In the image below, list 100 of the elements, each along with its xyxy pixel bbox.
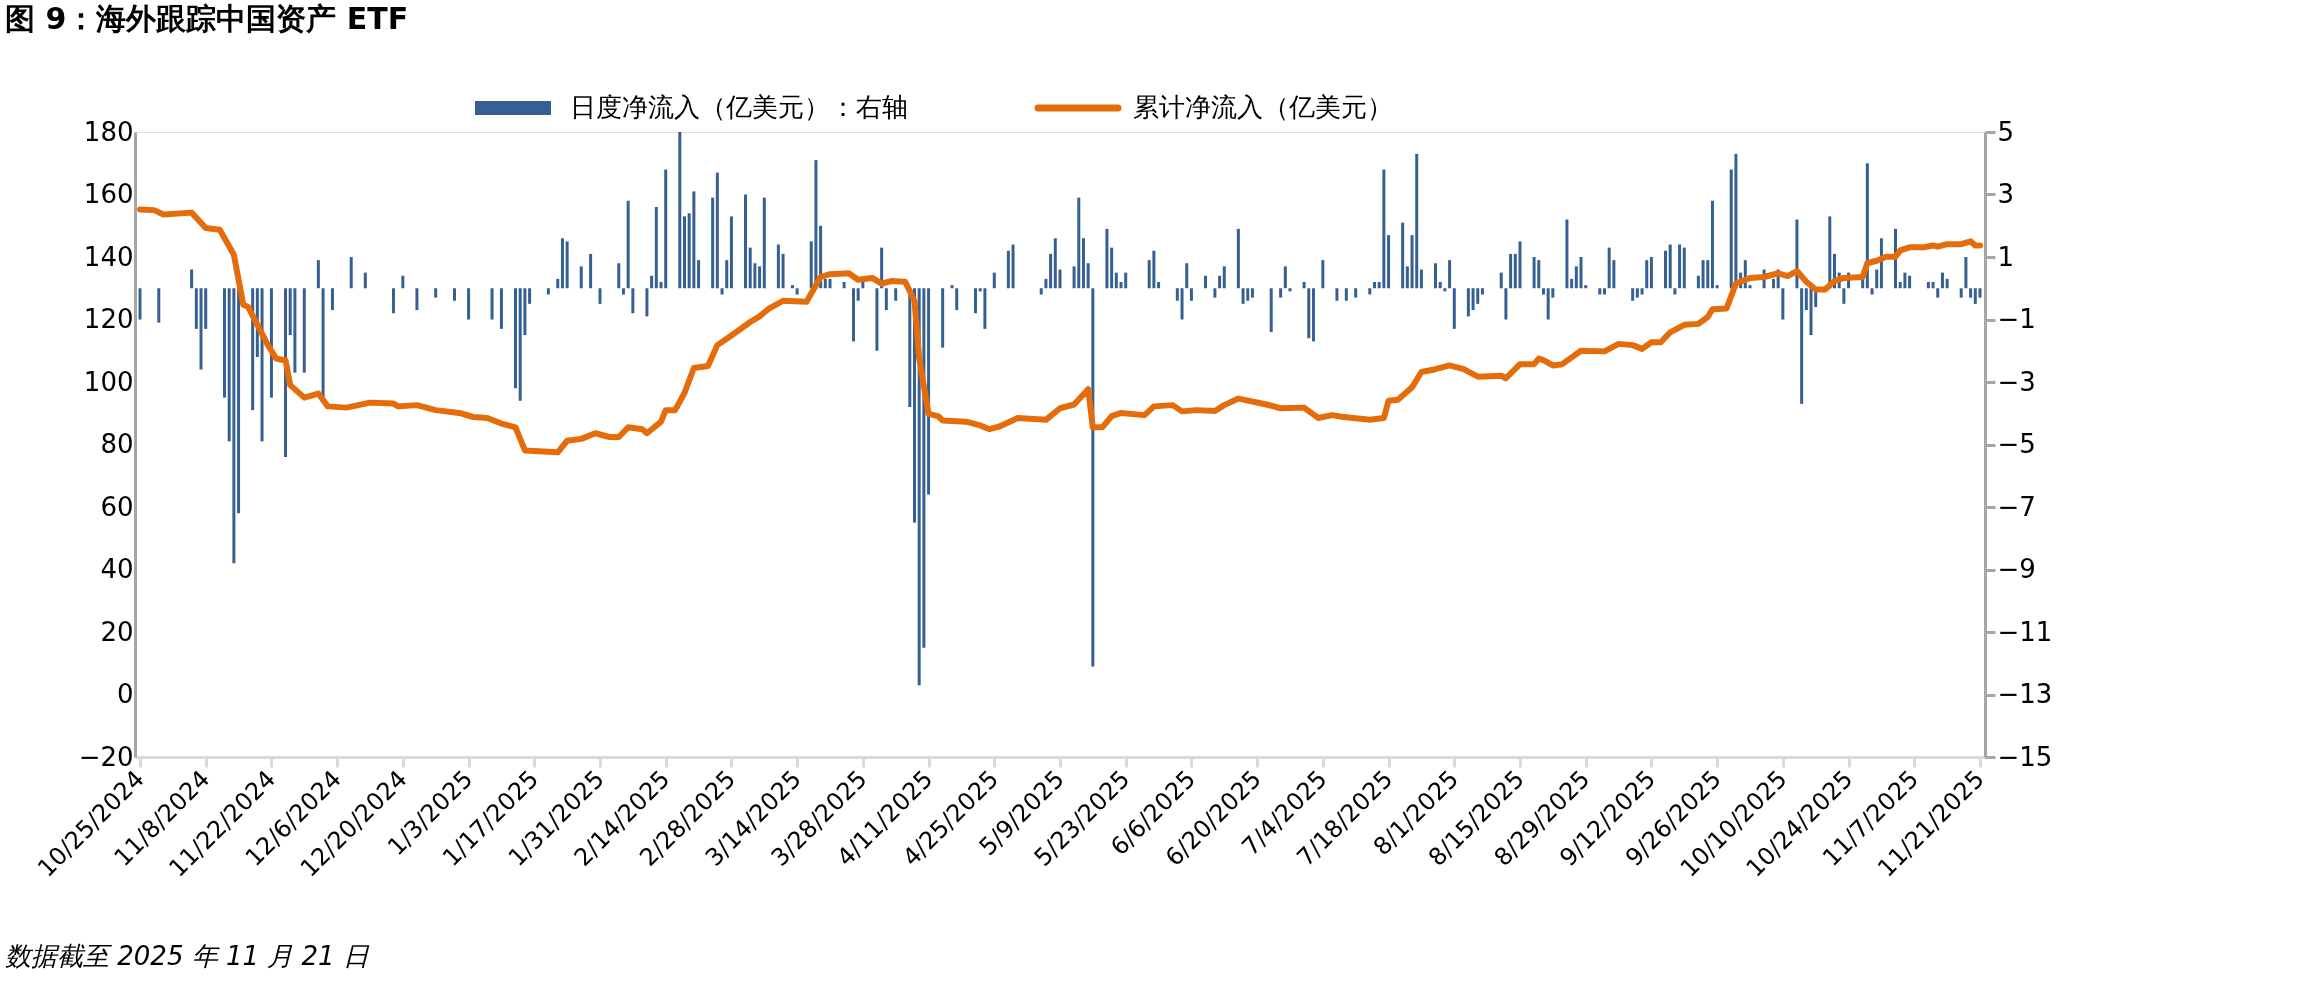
bar [927, 288, 931, 495]
bar [1678, 244, 1682, 289]
bar [1940, 272, 1944, 289]
bar [1189, 288, 1193, 301]
bar [1607, 247, 1611, 289]
bar [1250, 288, 1254, 298]
bar [781, 253, 785, 289]
bar [1781, 288, 1785, 320]
bar [725, 260, 729, 289]
bar [1748, 285, 1752, 289]
bar [237, 288, 241, 514]
bar [626, 200, 630, 289]
bar [598, 288, 602, 304]
text: 数据截至 2025 年 11 月 21 日 [5, 941, 370, 971]
bar [293, 288, 297, 373]
bar [617, 263, 621, 289]
bar [1053, 238, 1057, 289]
bar [391, 288, 395, 314]
bar [1635, 288, 1639, 298]
bar [631, 288, 635, 314]
bar [452, 288, 456, 301]
bar [518, 288, 522, 401]
bar [1903, 272, 1907, 289]
bar [744, 194, 748, 289]
bar [556, 278, 560, 289]
bar [1372, 282, 1376, 289]
bar [729, 216, 733, 289]
bar [1114, 272, 1118, 289]
bar [232, 288, 236, 564]
bar [790, 285, 794, 289]
bar [762, 197, 766, 289]
bar [321, 288, 325, 398]
bar [1434, 263, 1438, 289]
bar [650, 275, 654, 289]
bar [1959, 288, 1963, 298]
bar [1222, 266, 1226, 289]
bar [851, 288, 855, 342]
bar [621, 288, 625, 295]
bar [1969, 288, 1973, 298]
bar [1011, 244, 1015, 289]
bar [856, 288, 860, 301]
bar [1598, 288, 1602, 295]
y-tick-label: 40 [100, 554, 134, 584]
bar [565, 241, 569, 289]
y2-tick-label: 1 [1997, 241, 2015, 272]
bar [950, 285, 954, 289]
bar [720, 288, 724, 295]
bar [823, 278, 827, 289]
bar [1804, 288, 1808, 311]
bar [415, 288, 419, 311]
y-tick-label: 160 [83, 179, 134, 209]
bar [1668, 244, 1672, 289]
bar [1574, 266, 1578, 289]
bar [1865, 163, 1869, 289]
bar [138, 288, 142, 320]
bar [955, 288, 959, 311]
bar [1204, 275, 1208, 289]
bar [1175, 288, 1179, 301]
y-tick-label: −20 [78, 741, 134, 772]
bar [1602, 288, 1606, 295]
y2-tick-label: −7 [1997, 491, 2036, 522]
bar [1640, 288, 1644, 295]
bar [974, 288, 978, 314]
bar [1419, 269, 1423, 289]
bar [1645, 260, 1649, 289]
bar [1579, 257, 1583, 289]
y2-tick-label: −9 [1997, 554, 2036, 584]
y-tick-label: 60 [100, 491, 134, 522]
bar [1443, 288, 1447, 292]
bar [1006, 250, 1010, 289]
y-tick-label: 140 [83, 241, 134, 272]
bar [1649, 257, 1653, 289]
bar [1664, 250, 1668, 289]
bar [1471, 288, 1475, 311]
bar [1124, 272, 1128, 289]
bar [1706, 260, 1710, 289]
bar [1039, 288, 1043, 295]
bar [1696, 275, 1700, 289]
bar [1344, 288, 1348, 301]
bar [654, 207, 658, 289]
y-tick-label: 20 [100, 616, 134, 647]
bar [1368, 288, 1372, 295]
bar [1387, 235, 1391, 289]
bar [842, 282, 846, 289]
bar [1518, 241, 1522, 289]
bar [1077, 197, 1081, 289]
bar [1570, 278, 1574, 289]
y2-tick-label: 5 [1997, 116, 2015, 147]
bar [645, 288, 649, 317]
bar [1875, 269, 1879, 289]
y2-tick-label: 3 [1997, 179, 2015, 209]
bar [692, 191, 696, 289]
bar [1631, 288, 1635, 301]
bar [1213, 288, 1217, 298]
bar [1246, 288, 1250, 301]
bar [1382, 169, 1386, 289]
bar [1710, 200, 1714, 289]
y2-tick-label: −1 [1997, 304, 2036, 334]
bar [1438, 282, 1442, 289]
bar [1218, 275, 1222, 289]
